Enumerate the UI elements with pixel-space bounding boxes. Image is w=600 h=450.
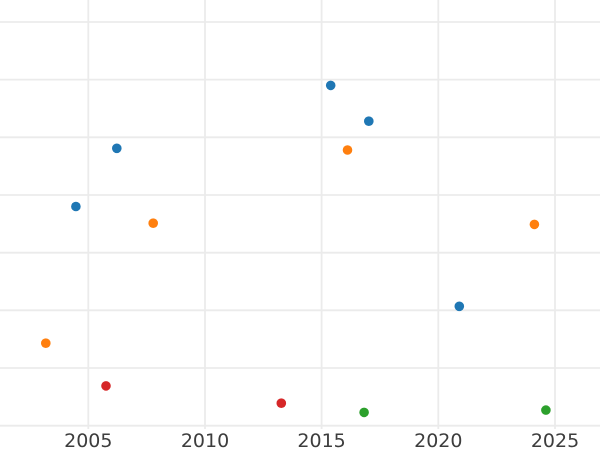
scatter-point [101,381,111,391]
scatter-point [541,405,551,415]
series-blue [71,80,465,312]
series-orange [41,145,540,349]
scatter-point [71,201,81,212]
scatter-point [359,407,369,418]
x-tick-label: 2010 [181,430,229,450]
scatter-point [342,145,353,155]
scatter-point [112,143,122,154]
gridlines [0,0,600,429]
scatter-point [364,116,374,126]
x-tick-label: 2025 [531,430,579,450]
scatter-point [148,218,158,228]
series-green [359,405,551,418]
scatter-point [529,219,540,230]
scatter-point [276,398,287,409]
scatter-point [325,80,336,91]
x-tick-label: 2020 [414,430,462,450]
scatter-points [41,80,551,418]
scatter-point [454,301,465,312]
series-red [101,381,287,409]
x-axis-tick-labels: 2005 2010 2015 2020 2025 [64,430,579,450]
x-tick-label: 2015 [297,430,345,450]
scatter-point [41,338,51,349]
x-tick-label: 2005 [64,430,112,450]
